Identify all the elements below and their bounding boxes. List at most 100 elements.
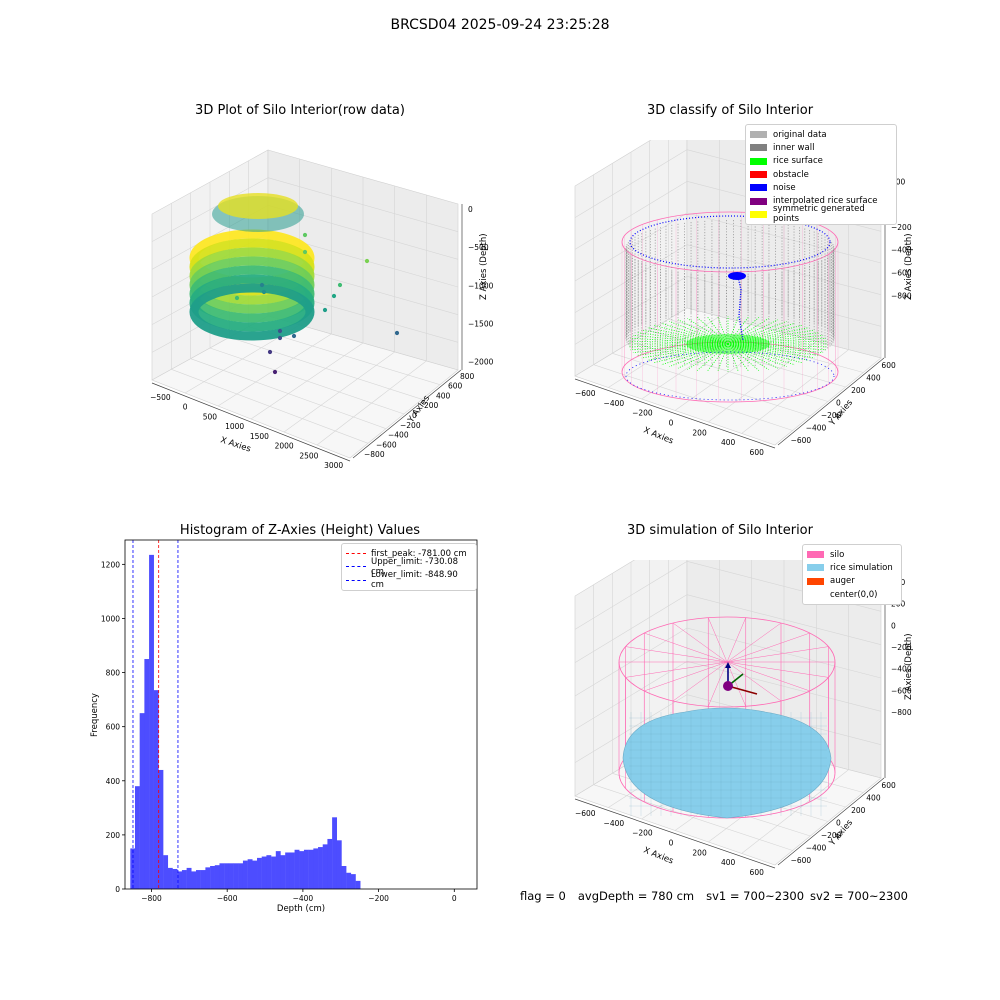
p4-silo-roof	[625, 661, 728, 678]
legend-swatch	[750, 171, 767, 179]
plot2-x-label: X Axies	[642, 426, 675, 447]
hist-bar	[205, 867, 211, 889]
p4-z-tick-label: −400	[891, 665, 912, 674]
p1-x-tick-label: 2500	[299, 451, 318, 460]
legend-entry: auger	[807, 575, 897, 588]
y-tick-label: 0	[115, 885, 120, 894]
hist-bar	[266, 855, 272, 889]
legend-swatch	[750, 131, 767, 139]
plot2-data	[621, 211, 839, 403]
legend-swatch	[807, 591, 824, 599]
hist-bar	[200, 870, 206, 889]
legend-swatch	[750, 197, 767, 205]
legend-swatch	[750, 184, 767, 192]
plot4-z-label: Z Axies (Depth)	[904, 633, 914, 700]
plot3-vlines	[132, 540, 179, 889]
p2-rice-surface	[632, 334, 729, 345]
legend-entry: silo	[807, 548, 897, 561]
legend-swatch	[807, 577, 824, 585]
p1-scatter-point	[394, 330, 400, 336]
p1-x-axis-line	[151, 382, 351, 462]
p2-y-tick-label: −400	[806, 423, 827, 432]
plot3-bars	[130, 554, 361, 889]
p2-rice-surface	[628, 340, 729, 345]
p2-rice-surface	[653, 324, 729, 345]
legend-line	[346, 566, 366, 568]
legend-label: Upper_limit: -730.08 cm	[371, 556, 459, 577]
p1-x-tick-label: 1500	[250, 432, 269, 441]
legend-entry: rice simulation	[807, 561, 897, 574]
p4-silo-roof	[726, 661, 810, 692]
p1-top-points	[218, 193, 298, 219]
hist-bar	[275, 851, 281, 889]
p4-y-tick-label: −400	[806, 843, 827, 852]
p4-x-tick-label: −200	[632, 829, 653, 838]
p1-scatter-point	[277, 335, 283, 341]
p4-silo-roof	[726, 661, 782, 702]
hist-bar	[350, 874, 356, 889]
legend-entry: first_peak: -781.00 cm	[346, 547, 472, 560]
p2-noise-cluster	[728, 272, 746, 280]
p2-rice-surface	[636, 332, 729, 345]
hist-bar	[247, 859, 253, 889]
legend-swatch	[750, 157, 767, 165]
p2-x-tick-label: −600	[575, 389, 596, 398]
legend-label: rice simulation	[830, 562, 893, 573]
p1-x-tick-label: −500	[150, 393, 171, 402]
p1-scatter-point	[267, 349, 273, 355]
p2-rice-surface	[727, 322, 796, 345]
p2-x-axis-line	[574, 378, 776, 449]
legend-entry: symmetric generated points	[750, 204, 892, 224]
hist-bar	[172, 868, 178, 889]
hist-bar	[139, 713, 145, 889]
plot1-data	[189, 193, 400, 375]
hist-bar	[299, 851, 305, 889]
p1-x-tick-label: 500	[203, 412, 218, 421]
p4-y-tick-label: 200	[851, 806, 866, 815]
hist-bar	[238, 863, 244, 889]
p2-x-tick-label: −400	[604, 399, 625, 408]
p4-silo-roof	[726, 617, 746, 663]
p1-scatter-point	[234, 295, 240, 301]
p2-rice-surface	[727, 334, 824, 345]
legend-entry: original data	[750, 128, 892, 141]
plot1-z-ticks: −2000 −1500 −1000 −500 0	[468, 205, 494, 367]
p4-y-tick-label: −600	[791, 856, 812, 865]
hist-bar	[130, 848, 136, 889]
p2-rice-surface	[727, 319, 779, 345]
plot1-z-label: Z Axies (Depth)	[479, 233, 489, 300]
p4-y-tick-label: 400	[866, 794, 881, 803]
legend-entry: center(0,0)	[807, 588, 897, 601]
p2-rice-surface	[727, 343, 824, 354]
p2-grid	[574, 149, 688, 218]
hist-bar	[346, 872, 352, 889]
hist-bar	[210, 866, 215, 889]
hist-bar	[271, 856, 276, 889]
p1-y-tick-label: 0	[412, 411, 417, 420]
hist-bar	[289, 852, 295, 889]
p4-y-axis-line	[777, 777, 885, 866]
plot2-z-label: Z Axies (Depth)	[904, 233, 914, 300]
p4-x-tick-label: 400	[721, 858, 736, 867]
hist-bar	[303, 849, 309, 889]
p2-rice-surface	[706, 343, 729, 372]
hist-bar	[261, 856, 267, 889]
p4-silo-roof	[644, 661, 728, 692]
p2-rice-surface	[727, 324, 803, 345]
p4-y-tick-label: 0	[836, 819, 841, 828]
plot2-legend: original data inner wall rice surface obsta…	[745, 124, 897, 226]
plot3-y-ticks: 0 200 400 600 800 1000 1200	[101, 560, 125, 894]
p2-rice-surface	[727, 343, 820, 356]
p2-y-tick-label: 400	[866, 374, 881, 383]
plot1-title: 3D Plot of Silo Interior(row data)	[195, 103, 405, 118]
p1-scatter-point	[331, 293, 337, 299]
p2-y-tick-label: 0	[836, 399, 841, 408]
p1-z-tick-label: −500	[468, 243, 489, 252]
p2-rice-surface	[641, 329, 729, 345]
x-tick-label: −200	[368, 894, 389, 903]
p1-scatter-point	[259, 282, 265, 288]
sv1-text: sv1 = 700~2300	[706, 889, 805, 903]
